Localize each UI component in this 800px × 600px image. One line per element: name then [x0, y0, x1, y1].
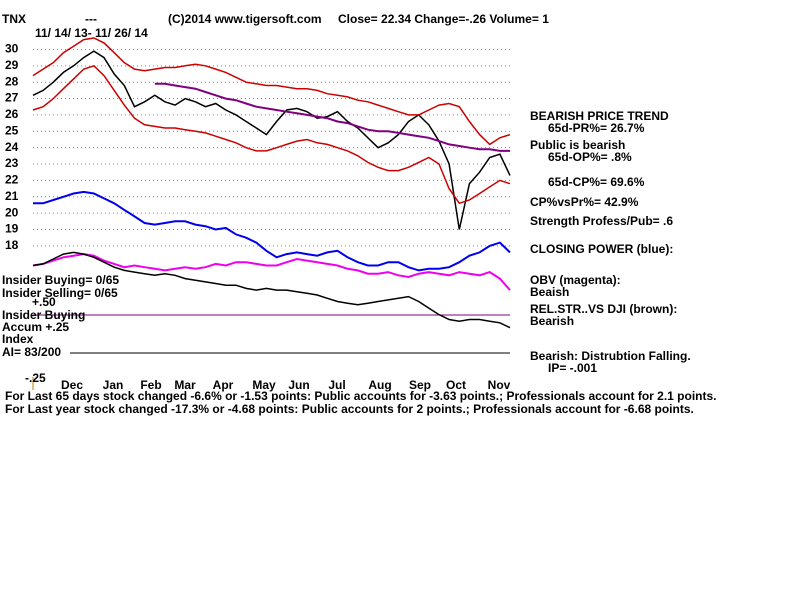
right-note: REL.STR..VS DJI (brown): — [530, 302, 677, 316]
x-tick-label: Aug — [368, 378, 391, 392]
series-line — [154, 82, 510, 152]
y-tick-label: 30 — [5, 42, 19, 56]
dashes: --- — [85, 12, 97, 26]
right-note: 65d-CP%= 69.6% — [548, 175, 645, 189]
x-tick-label: Mar — [174, 378, 196, 392]
series-line — [32, 253, 511, 291]
y-tick-label: 24 — [5, 140, 19, 154]
right-note: CP%vsPr%= 42.9% — [530, 195, 639, 209]
date-range: 11/ 14/ 13- 11/ 26/ 14 — [35, 26, 148, 40]
right-note: OBV (magenta): — [530, 273, 621, 287]
series-line — [32, 37, 511, 146]
x-tick-label: May — [252, 378, 276, 392]
left-note: +.50 — [32, 295, 56, 309]
x-tick-label: Nov — [488, 378, 511, 392]
left-note: Insider Selling= 0/65 — [2, 286, 118, 300]
right-note: BEARISH PRICE TREND — [530, 109, 669, 123]
left-note: Accum +.25 — [2, 320, 69, 334]
y-tick-label: 29 — [5, 58, 19, 72]
left-note: -.25 — [25, 371, 46, 385]
series-line — [32, 64, 511, 205]
y-tick-label: 26 — [5, 107, 19, 121]
x-tick-label: Oct — [446, 378, 466, 392]
right-note: Public is bearish — [530, 138, 625, 152]
x-tick-label: Jun — [288, 378, 309, 392]
left-note: Insider Buying= 0/65 — [2, 273, 119, 287]
left-note: Insider Buying — [2, 308, 85, 322]
x-tick-label: Feb — [140, 378, 161, 392]
series-line — [32, 50, 511, 230]
y-tick-label: 20 — [5, 205, 19, 219]
series-line — [32, 251, 511, 329]
right-note: IP= -.001 — [548, 361, 597, 375]
left-note: AI= 83/200 — [2, 345, 61, 359]
right-note: Bearish — [530, 314, 574, 328]
copyright: (C)2014 www.tigersoft.com — [168, 12, 322, 26]
right-note: CLOSING POWER (blue): — [530, 242, 673, 256]
x-tick-label: Jul — [328, 378, 345, 392]
right-note: 65d-PR%= 26.7% — [548, 121, 645, 135]
footer-line: For Last year stock changed -17.3% or -4… — [5, 402, 694, 416]
left-note: Index — [2, 332, 34, 346]
x-tick-label: Dec — [61, 378, 83, 392]
y-tick-label: 28 — [5, 74, 19, 88]
footer-line: For Last 65 days stock changed -6.6% or … — [5, 389, 717, 403]
y-tick-label: 22 — [5, 173, 19, 187]
x-tick-label: Jan — [103, 378, 124, 392]
right-note: 65d-OP%= .8% — [548, 150, 632, 164]
y-tick-label: 18 — [5, 238, 19, 252]
quote: Close= 22.34 Change=-.26 Volume= 1 — [338, 12, 549, 26]
right-note: Bearish: Distrubtion Falling. — [530, 349, 691, 363]
y-tick-label: 25 — [5, 123, 19, 137]
right-note: Strength Profess/Pub= .6 — [530, 214, 673, 228]
x-tick-label: Apr — [213, 378, 234, 392]
y-tick-label: 27 — [5, 91, 19, 105]
y-tick-label: 21 — [5, 189, 19, 203]
series-line — [33, 190, 511, 272]
y-tick-label: 19 — [5, 222, 19, 236]
y-tick-label: 23 — [5, 156, 19, 170]
symbol: TNX — [2, 12, 26, 26]
right-note: Beaish — [530, 285, 569, 299]
x-tick-label: Sep — [409, 378, 431, 392]
